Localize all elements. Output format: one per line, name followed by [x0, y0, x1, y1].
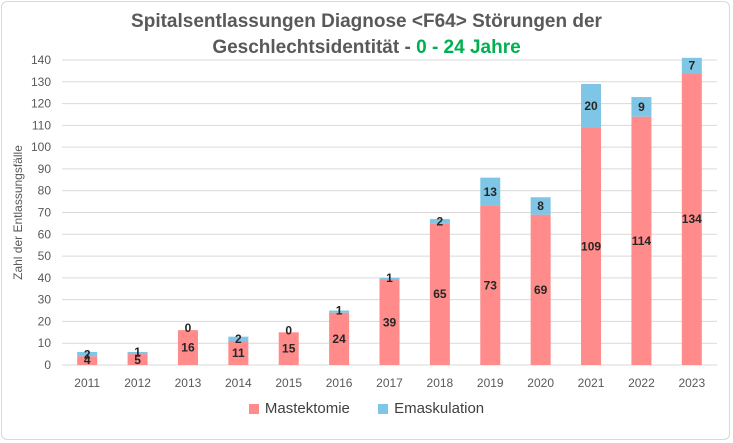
bar-emaskulation-2023	[681, 57, 702, 74]
data-label-mastektomie-2018: 65	[433, 287, 447, 301]
y-tick-label-80: 80	[38, 184, 52, 198]
bar-mastektomie-2019	[480, 205, 501, 365]
data-label-mastektomie-2012: 5	[134, 353, 141, 367]
legend-swatch-mastektomie	[248, 403, 259, 414]
data-label-mastektomie-2015: 15	[282, 342, 296, 356]
data-label-emaskulation-2023: 7	[688, 58, 695, 72]
y-tick-label-10: 10	[38, 336, 52, 350]
legend-item-mastektomie: Mastektomie	[248, 399, 350, 417]
data-label-mastektomie-2013: 16	[181, 341, 195, 355]
bar-emaskulation-2016	[329, 310, 350, 313]
x-tick-label-2012: 2012	[124, 376, 151, 390]
data-label-emaskulation-2014: 2	[235, 332, 242, 346]
x-tick-label-2022: 2022	[628, 376, 655, 390]
y-tick-label-50: 50	[38, 249, 52, 263]
bar-mastektomie-2020	[530, 214, 551, 365]
y-tick-label-100: 100	[31, 140, 51, 154]
bar-mastektomie-2012	[127, 354, 148, 365]
legend-item-emaskulation: Emaskulation	[378, 400, 484, 417]
bar-mastektomie-2016	[329, 312, 350, 365]
chart-legend: Mastektomie Emaskulation	[0, 399, 733, 417]
chart-title-line2: Geschlechtsidentität - 0 - 24 Jahre	[0, 36, 733, 60]
y-tick-label-20: 20	[38, 314, 52, 328]
y-tick-label-40: 40	[38, 271, 52, 285]
y-tick-label-0: 0	[44, 358, 51, 372]
data-label-emaskulation-2016: 1	[336, 304, 343, 318]
data-label-mastektomie-2023: 134	[682, 212, 702, 226]
bar-mastektomie-2023	[681, 73, 702, 366]
bar-emaskulation-2022	[631, 97, 652, 117]
data-label-emaskulation-2022: 9	[638, 100, 645, 114]
bar-mastektomie-2011	[77, 356, 98, 365]
data-label-mastektomie-2019: 73	[484, 278, 498, 292]
y-tick-label-140: 140	[31, 53, 51, 67]
data-label-emaskulation-2020: 8	[537, 199, 544, 213]
y-tick-label-120: 120	[31, 97, 51, 111]
data-label-mastektomie-2020: 69	[534, 283, 548, 297]
bar-mastektomie-2018	[429, 223, 450, 365]
x-tick-label-2020: 2020	[527, 376, 554, 390]
data-label-emaskulation-2013: 0	[185, 321, 192, 335]
chart-title-line2-prefix: Geschlechtsidentität -	[212, 37, 417, 58]
bar-emaskulation-2020	[530, 197, 551, 215]
bar-emaskulation-2017	[379, 277, 400, 281]
y-tick-label-30: 30	[38, 293, 52, 307]
bar-emaskulation-2018	[429, 219, 450, 224]
bar-emaskulation-2012	[127, 351, 148, 355]
y-tick-label-90: 90	[38, 162, 52, 176]
legend-label-emaskulation: Emaskulation	[394, 399, 485, 417]
data-label-emaskulation-2019: 13	[484, 185, 498, 199]
chart-title-line1: Spitalsentlassungen Diagnose <F64> Störu…	[131, 11, 602, 32]
y-tick-label-70: 70	[38, 206, 52, 220]
x-tick-label-2011: 2011	[74, 376, 100, 390]
x-tick-label-2021: 2021	[578, 376, 605, 390]
data-label-mastektomie-2011: 4	[84, 353, 91, 367]
data-label-emaskulation-2015: 0	[285, 323, 292, 337]
x-tick-label-2019: 2019	[477, 376, 504, 390]
bar-mastektomie-2017	[379, 280, 400, 365]
data-label-emaskulation-2017: 1	[386, 271, 393, 285]
x-tick-label-2013: 2013	[175, 376, 202, 390]
y-tick-label-60: 60	[38, 227, 52, 241]
data-label-mastektomie-2014: 11	[232, 346, 245, 360]
y-tick-label-110: 110	[32, 118, 51, 132]
x-tick-label-2018: 2018	[427, 376, 454, 390]
legend-swatch-emaskulation	[378, 403, 389, 414]
y-axis-title: Zahl der Entlassungsfälle	[11, 145, 25, 280]
data-label-emaskulation-2021: 20	[584, 99, 598, 113]
data-label-emaskulation-2011: 2	[84, 347, 91, 361]
y-tick-label-130: 130	[31, 75, 51, 89]
x-tick-label-2016: 2016	[326, 376, 353, 390]
data-label-mastektomie-2017: 39	[383, 316, 397, 330]
data-label-mastektomie-2016: 24	[332, 332, 346, 346]
bar-mastektomie-2014	[228, 341, 249, 365]
legend-label-mastektomie: Mastektomie	[264, 399, 350, 417]
data-label-mastektomie-2021: 109	[581, 239, 601, 253]
x-tick-label-2023: 2023	[678, 376, 705, 390]
bar-emaskulation-2019	[480, 177, 501, 206]
data-label-mastektomie-2022: 114	[632, 234, 652, 248]
bar-emaskulation-2011	[77, 351, 98, 357]
data-label-emaskulation-2012: 1	[134, 345, 141, 359]
data-label-emaskulation-2018: 2	[437, 214, 444, 228]
bar-emaskulation-2021	[581, 83, 602, 128]
bar-emaskulation-2014	[228, 336, 249, 342]
bar-mastektomie-2013	[177, 330, 198, 365]
x-tick-label-2014: 2014	[225, 376, 252, 390]
chart-title-highlight: 0 - 24 Jahre	[416, 37, 521, 58]
x-tick-label-2017: 2017	[376, 376, 403, 390]
bar-mastektomie-2021	[581, 127, 602, 366]
bar-mastektomie-2015	[278, 332, 299, 365]
bar-mastektomie-2022	[631, 116, 652, 366]
x-tick-label-2015: 2015	[275, 376, 302, 390]
